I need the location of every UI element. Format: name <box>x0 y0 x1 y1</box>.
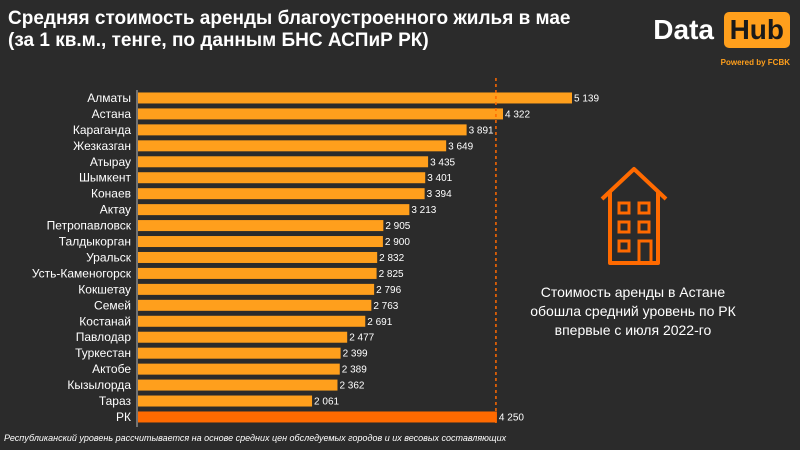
category-label-петропавловск: Петропавловск <box>47 219 132 233</box>
value-label-петропавловск: 2 905 <box>385 221 410 232</box>
category-label-уральск: Уральск <box>86 250 132 264</box>
category-label-караганда: Караганда <box>73 123 131 137</box>
value-label-тараз: 2 061 <box>314 397 339 408</box>
annotation-line-1: Стоимость аренды в Астане <box>540 284 726 300</box>
category-label-усть-каменогорск: Усть-Каменогорск <box>32 266 132 280</box>
bar-туркестан <box>138 347 341 359</box>
category-label-павлодар: Павлодар <box>76 330 132 344</box>
category-label-актау: Актау <box>100 203 131 217</box>
bar-караганда <box>138 124 467 136</box>
value-label-павлодар: 2 477 <box>349 333 374 344</box>
category-label-астана: Астана <box>92 107 132 121</box>
title-line-2: (за 1 кв.м., тенге, по данным БНС АСПиР … <box>8 30 429 51</box>
value-label-костанай: 2 691 <box>367 317 392 328</box>
annotation-text: Стоимость аренды в Астане обошла средний… <box>505 283 761 340</box>
bar-астана <box>138 108 504 120</box>
value-label-караганда: 3 891 <box>469 125 494 136</box>
value-label-актобе: 2 389 <box>342 365 367 376</box>
value-label-семей: 2 763 <box>373 301 398 312</box>
logo-powered-text: Powered by FCBK <box>720 58 790 67</box>
category-label-шымкент: Шымкент <box>79 171 132 185</box>
value-label-астана: 4 322 <box>505 109 530 120</box>
category-label-семей: Семей <box>94 298 131 312</box>
logo-data-text: Data <box>653 14 714 45</box>
bar-кокшетау <box>138 283 375 295</box>
value-label-талдыкорган: 2 900 <box>385 237 410 248</box>
chart-title: Средняя стоимость аренды благоустроенног… <box>8 8 608 52</box>
category-label-алматы: Алматы <box>87 91 131 105</box>
category-label-талдыкорган: Талдыкорган <box>59 235 131 249</box>
category-label-тараз: Тараз <box>99 394 132 408</box>
bar-талдыкорган <box>138 236 383 248</box>
value-label-конаев: 3 394 <box>427 189 452 200</box>
bar-кызылорда <box>138 379 338 391</box>
datahub-logo: Data Hub Powered by FCBK <box>642 10 792 70</box>
value-label-алматы: 5 139 <box>574 93 599 104</box>
value-label-жезказган: 3 649 <box>448 141 473 152</box>
value-label-рк: 4 250 <box>499 412 524 423</box>
bar-атырау <box>138 156 429 168</box>
bar-костанай <box>138 315 366 327</box>
category-label-кокшетау: Кокшетау <box>78 282 131 296</box>
logo-hub-text: Hub <box>723 12 790 48</box>
bar-тараз <box>138 395 313 407</box>
bar-семей <box>138 299 372 311</box>
building-icon <box>600 167 668 265</box>
value-label-туркестан: 2 399 <box>343 349 368 360</box>
category-label-конаев: Конаев <box>91 187 131 201</box>
category-label-актобе: Актобе <box>92 362 131 376</box>
footnote: Республиканский уровень рассчитывается н… <box>4 433 507 443</box>
value-label-кокшетау: 2 796 <box>376 285 401 296</box>
bar-конаев <box>138 188 425 200</box>
annotation-line-2: обошла средний уровень по РК <box>530 303 736 319</box>
value-label-усть-каменогорск: 2 825 <box>379 269 404 280</box>
value-label-уральск: 2 832 <box>379 253 404 264</box>
bar-актау <box>138 204 410 216</box>
value-label-кызылорда: 2 362 <box>339 381 364 392</box>
annotation-line-3: впервые с июля 2022-го <box>554 322 712 338</box>
bar-шымкент <box>138 172 426 184</box>
value-label-шымкент: 3 401 <box>427 173 452 184</box>
bar-алматы <box>138 92 572 104</box>
bar-павлодар <box>138 331 348 343</box>
bar-уральск <box>138 251 378 263</box>
bar-рк <box>138 411 497 423</box>
value-label-актау: 3 213 <box>411 205 436 216</box>
bar-актобе <box>138 363 340 375</box>
bar-жезказган <box>138 140 447 152</box>
title-line-1: Средняя стоимость аренды благоустроенног… <box>8 8 571 29</box>
bar-петропавловск <box>138 220 384 232</box>
bar-усть-каменогорск <box>138 267 377 279</box>
category-label-туркестан: Туркестан <box>75 346 131 360</box>
category-label-кызылорда: Кызылорда <box>67 378 131 392</box>
value-label-атырау: 3 435 <box>430 157 455 168</box>
category-label-атырау: Атырау <box>90 155 131 169</box>
category-label-жезказган: Жезказган <box>73 139 131 153</box>
category-label-костанай: Костанай <box>79 314 131 328</box>
category-label-рк: РК <box>116 410 131 424</box>
